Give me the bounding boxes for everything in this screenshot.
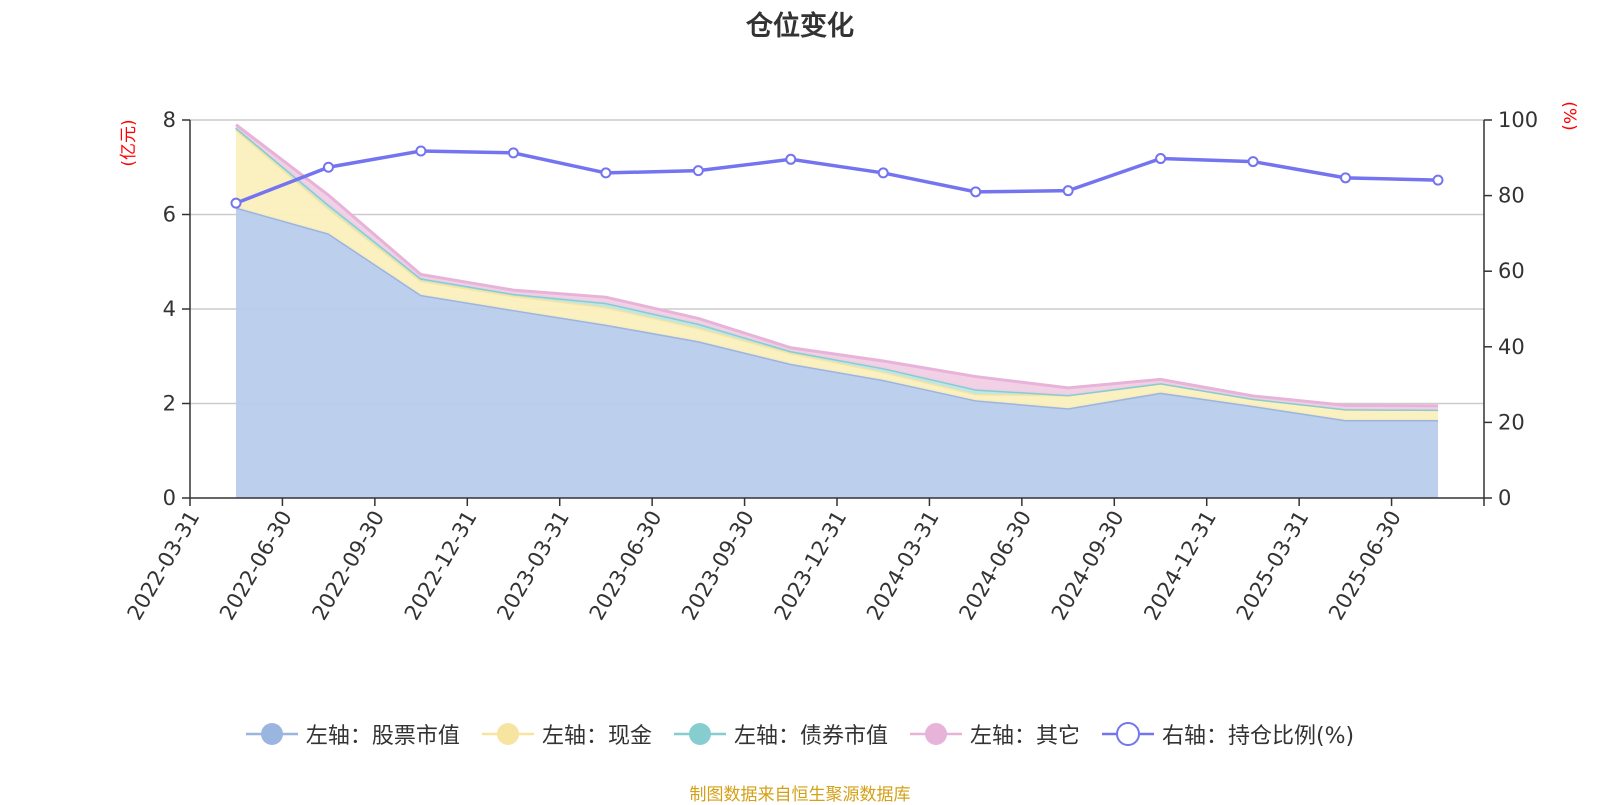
x-tick-label: 2022-12-31 xyxy=(400,507,482,625)
ratio-point xyxy=(1155,153,1167,165)
ratio-point xyxy=(230,197,242,209)
ratio-point xyxy=(1062,185,1074,197)
ratio-point xyxy=(600,167,612,179)
right-tick-label: 60 xyxy=(1498,259,1525,283)
left-tick-label: 8 xyxy=(163,108,176,132)
ratio-point xyxy=(322,161,334,173)
ratio-line-path xyxy=(235,149,1439,205)
right-tick-label: 100 xyxy=(1498,108,1538,132)
legend: 左轴：股票市值 左轴：现金 左轴：债券市值 左轴：其它 右轴：持仓比例(%) xyxy=(0,718,1600,750)
left-tick-label: 2 xyxy=(163,392,176,416)
x-tick-label: 2024-03-31 xyxy=(862,507,944,625)
legend-circle-icon xyxy=(481,723,534,745)
legend-circle-icon xyxy=(245,723,298,745)
x-tick-label: 2025-03-31 xyxy=(1232,507,1314,625)
x-tick-label: 2024-06-30 xyxy=(954,507,1036,625)
legend-label: 左轴：债券市值 xyxy=(733,724,888,749)
ratio-point xyxy=(970,186,982,198)
legend-label: 左轴：其它 xyxy=(969,724,1080,749)
legend-item[interactable]: 左轴：其它 xyxy=(909,718,1080,750)
ratio-point xyxy=(1247,156,1259,168)
legend-circle-icon xyxy=(909,723,962,745)
legend-hollow-circle-icon xyxy=(1101,722,1154,746)
right-tick-label: 0 xyxy=(1498,486,1511,510)
right-tick-label: 40 xyxy=(1498,335,1525,359)
area-0 xyxy=(236,207,1438,498)
left-tick-label: 0 xyxy=(163,486,176,510)
legend-circle-icon xyxy=(673,723,726,745)
legend-item[interactable]: 右轴：持仓比例(%) xyxy=(1101,718,1355,750)
ratio-point xyxy=(785,153,797,165)
legend-label: 左轴：现金 xyxy=(541,724,652,749)
legend-item[interactable]: 左轴：债券市值 xyxy=(673,718,888,750)
legend-label: 右轴：持仓比例(%) xyxy=(1161,724,1355,749)
legend-label: 左轴：股票市值 xyxy=(305,724,460,749)
chart-title: 仓位变化 xyxy=(746,11,854,42)
x-tick-label: 2024-09-30 xyxy=(1047,507,1129,625)
ratio-point xyxy=(507,147,519,159)
stacked-areas xyxy=(235,123,1439,498)
ratio-point xyxy=(415,145,427,157)
x-tick-label: 2023-03-31 xyxy=(492,507,574,625)
x-tick-label: 2022-06-30 xyxy=(215,507,297,625)
legend-item[interactable]: 左轴：现金 xyxy=(481,718,652,750)
x-tick-label: 2022-03-31 xyxy=(123,507,205,625)
legend-item[interactable]: 左轴：股票市值 xyxy=(245,718,460,750)
x-tick-label: 2023-09-30 xyxy=(677,507,759,625)
right-axis-unit: (%) xyxy=(1559,101,1579,130)
x-tick-label: 2025-06-30 xyxy=(1324,507,1406,625)
right-tick-label: 20 xyxy=(1498,410,1525,434)
left-axis-unit: (亿元) xyxy=(119,119,139,166)
ratio-point xyxy=(1432,174,1444,186)
x-tick-label: 2023-06-30 xyxy=(585,507,667,625)
area-line-3 xyxy=(235,123,1439,408)
ratio-point xyxy=(692,165,704,177)
ratio-line xyxy=(230,145,1444,209)
right-tick-label: 80 xyxy=(1498,184,1525,208)
ratio-point xyxy=(877,167,889,179)
source-note: 制图数据来自恒生聚源数据库 xyxy=(689,785,911,805)
x-tick-label: 2023-12-31 xyxy=(770,507,852,625)
left-tick-label: 6 xyxy=(163,203,176,227)
ratio-point xyxy=(1340,172,1352,184)
x-tick-label: 2024-12-31 xyxy=(1139,507,1221,625)
x-tick-label: 2022-09-30 xyxy=(307,507,389,625)
left-tick-label: 4 xyxy=(163,297,176,321)
